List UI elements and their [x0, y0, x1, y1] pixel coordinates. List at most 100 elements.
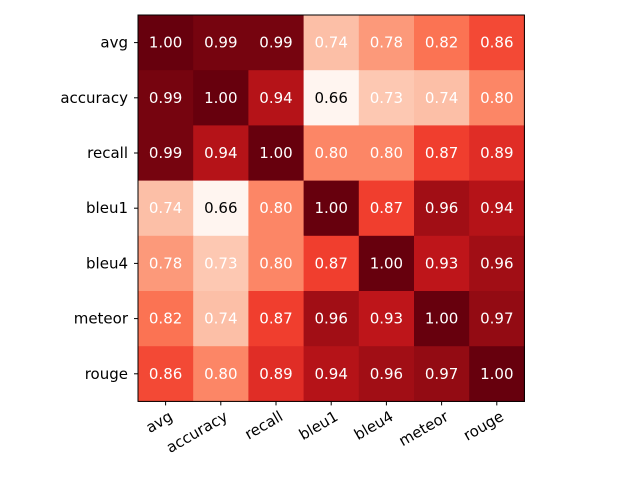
cell-value-label: 0.94: [204, 144, 237, 162]
cell-value-label: 0.78: [370, 34, 403, 52]
heatmap-cell: [469, 70, 525, 126]
heatmap-cell: [469, 125, 525, 182]
cell-value-label: 0.74: [204, 310, 237, 328]
cell-value-label: 0.73: [204, 254, 237, 272]
cell-value-label: 0.99: [204, 34, 237, 52]
cell-value-label: 0.80: [480, 89, 513, 107]
heatmap-cell: [414, 125, 470, 182]
y-tick-label: rouge: [85, 365, 128, 383]
cell-value-label: 1.00: [149, 34, 182, 52]
cell-value-label: 0.87: [314, 254, 347, 272]
heatmap-cell: [138, 346, 194, 402]
heatmap-cell: [303, 346, 360, 402]
cell-value-label: 0.96: [480, 254, 513, 272]
heatmap-cell: [138, 235, 194, 292]
cell-value-label: 0.73: [370, 89, 403, 107]
cell-value-label: 0.89: [480, 144, 513, 162]
heatmap-cell: [193, 70, 249, 126]
cell-value-label: 0.87: [370, 199, 403, 217]
cell-value-label: 0.78: [149, 254, 182, 272]
cell-value-label: 0.94: [314, 365, 347, 383]
cell-value-label: 0.89: [259, 365, 292, 383]
cell-value-label: 0.93: [370, 310, 403, 328]
heatmap-cell: [248, 346, 305, 402]
heatmap-cell: [193, 15, 249, 71]
heatmap-cell: [193, 291, 249, 347]
heatmap-cell: [469, 180, 525, 237]
heatmap-cell: [138, 180, 194, 237]
y-tick-label: bleu1: [86, 199, 128, 217]
cell-value-label: 0.80: [204, 365, 237, 383]
heatmap-cell: [469, 291, 525, 347]
cell-value-label: 1.00: [480, 365, 513, 383]
cell-value-label: 0.96: [425, 199, 458, 217]
heatmap-cell: [358, 235, 415, 292]
cell-value-label: 1.00: [204, 89, 237, 107]
x-tick-label: bleu4: [351, 407, 396, 444]
y-tick-label: bleu4: [86, 254, 128, 272]
cell-value-label: 0.80: [314, 144, 347, 162]
heatmap-cell: [303, 125, 360, 182]
heatmap-cell: [138, 15, 194, 71]
heatmap-cell: [414, 346, 470, 402]
cell-value-label: 0.86: [149, 365, 182, 383]
heatmap-cell: [138, 70, 194, 126]
heatmap-cell: [248, 70, 305, 126]
heatmap-cell: [469, 346, 525, 402]
heatmap-cell: [248, 125, 305, 182]
cell-value-label: 0.82: [425, 34, 458, 52]
heatmap-cell: [469, 15, 525, 71]
heatmap-cell: [414, 235, 470, 292]
x-tick-label: recall: [242, 407, 286, 443]
cell-value-label: 0.99: [149, 144, 182, 162]
cell-value-label: 1.00: [370, 254, 403, 272]
cell-value-label: 0.87: [259, 310, 292, 328]
cell-value-label: 1.00: [259, 144, 292, 162]
heatmap-cell: [193, 180, 249, 237]
heatmap-cell: [414, 15, 470, 71]
heatmap-cell: [303, 15, 360, 71]
y-tick-label: accuracy: [60, 89, 128, 107]
cell-value-label: 0.96: [314, 310, 347, 328]
heatmap-cell: [193, 125, 249, 182]
heatmap-cell: [138, 125, 194, 182]
heatmap-cell: [248, 235, 305, 292]
cell-value-label: 0.80: [259, 199, 292, 217]
y-axis: avg accuracy recall bleu1 bleu4 meteor rouge: [60, 34, 138, 383]
heatmap-cell: [414, 180, 470, 237]
cell-value-label: 0.93: [425, 254, 458, 272]
cell-value-label: 0.87: [425, 144, 458, 162]
heatmap-cell: [248, 15, 305, 71]
x-tick-label: avg: [143, 407, 176, 436]
heatmap-cell: [358, 291, 415, 347]
cell-value-label: 0.74: [425, 89, 458, 107]
cell-value-label: 0.97: [480, 310, 513, 328]
heatmap-cell: [193, 235, 249, 292]
cell-value-label: 0.96: [370, 365, 403, 383]
cell-value-label: 0.99: [149, 89, 182, 107]
heatmap-cell: [358, 180, 415, 237]
cell-value-label: 0.97: [425, 365, 458, 383]
y-tick-label: meteor: [74, 310, 129, 328]
heatmap-cell: [248, 291, 305, 347]
cell-value-label: 0.99: [259, 34, 292, 52]
heatmap-cell: [303, 235, 360, 292]
heatmap-cell: [414, 291, 470, 347]
cell-value-label: 1.00: [314, 199, 347, 217]
x-tick-label: accuracy: [163, 407, 231, 456]
heatmap-cell: [358, 15, 415, 71]
heatmap-cell: [469, 235, 525, 292]
cell-value-label: 0.94: [259, 89, 292, 107]
heatmap-cell: [138, 291, 194, 347]
cell-value-label: 0.66: [204, 199, 237, 217]
y-tick-label: avg: [100, 34, 128, 52]
heatmap-cell: [193, 346, 249, 402]
cell-value-label: 0.80: [259, 254, 292, 272]
cell-value-label: 1.00: [425, 310, 458, 328]
heatmap-cells: [138, 15, 525, 402]
heatmap-cell: [248, 180, 305, 237]
heatmap-cell: [358, 70, 415, 126]
cell-value-label: 0.66: [314, 89, 347, 107]
